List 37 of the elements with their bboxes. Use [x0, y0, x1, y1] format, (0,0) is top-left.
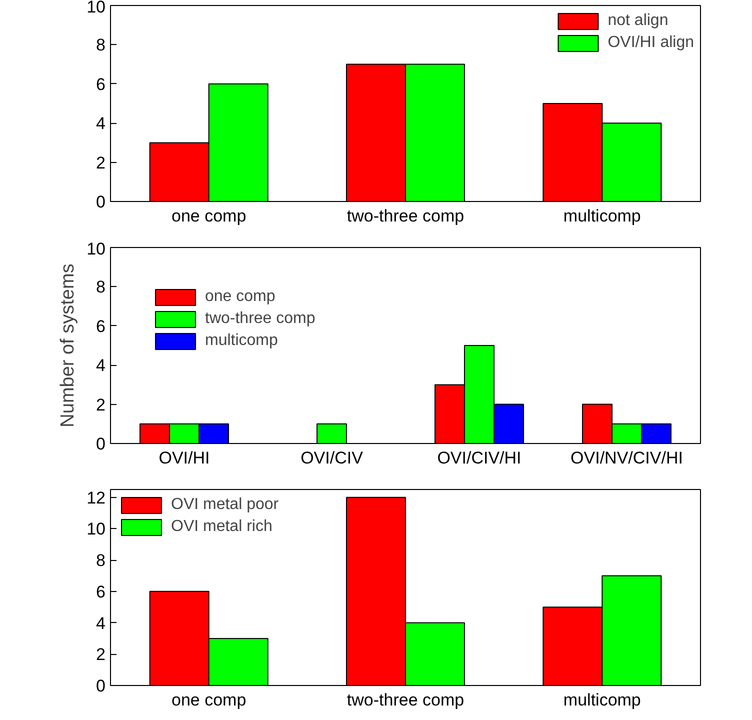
x-tick-label: two-three comp — [346, 690, 464, 710]
x-tick-label: OVI/NV/CIV/HI — [570, 448, 683, 468]
y-tick-label: 8 — [96, 278, 106, 297]
y-tick-label: 4 — [96, 614, 106, 633]
legend-label: two-three comp — [205, 310, 316, 328]
y-tick-label: 2 — [96, 153, 106, 172]
x-tick-label: multicomp — [563, 206, 641, 226]
y-tick-label: 4 — [96, 114, 106, 134]
x-tick-label: one comp — [172, 690, 246, 710]
y-axis-title: Number of systems — [58, 264, 79, 428]
legend-label: OVI metal poor — [171, 496, 279, 514]
y-tick-label: 0 — [96, 192, 106, 212]
y-tick-label: 10 — [86, 0, 106, 16]
legend-label: OVI metal rich — [171, 518, 272, 536]
y-tick-label: 10 — [86, 520, 106, 539]
y-tick-label: 6 — [96, 582, 106, 602]
y-tick-label: 2 — [96, 395, 106, 414]
y-tick-label: 8 — [96, 551, 106, 570]
x-tick-label: two-three comp — [346, 206, 464, 226]
y-tick-label: 10 — [86, 240, 106, 258]
x-tick-label: one comp — [172, 206, 246, 226]
y-tick-label: 0 — [96, 434, 106, 454]
y-tick-label: 6 — [96, 316, 106, 336]
y-tick-label: 2 — [96, 645, 106, 664]
legend-label: not align — [608, 12, 668, 30]
legend-label: OVI/HI align — [608, 34, 694, 52]
y-tick-label: 4 — [96, 356, 106, 376]
x-tick-label: multicomp — [563, 690, 641, 710]
x-tick-label: OVI/CIV — [300, 448, 364, 468]
legend-label: multicomp — [205, 332, 278, 350]
y-tick-label: 6 — [96, 74, 106, 94]
x-tick-label: OVI/HI — [158, 448, 210, 468]
y-tick-label: 0 — [96, 676, 106, 696]
x-tick-label: OVI/CIV/HI — [437, 448, 522, 468]
y-tick-label: 8 — [96, 36, 106, 55]
legend-label: one comp — [205, 288, 276, 306]
y-tick-label: 12 — [86, 488, 106, 508]
